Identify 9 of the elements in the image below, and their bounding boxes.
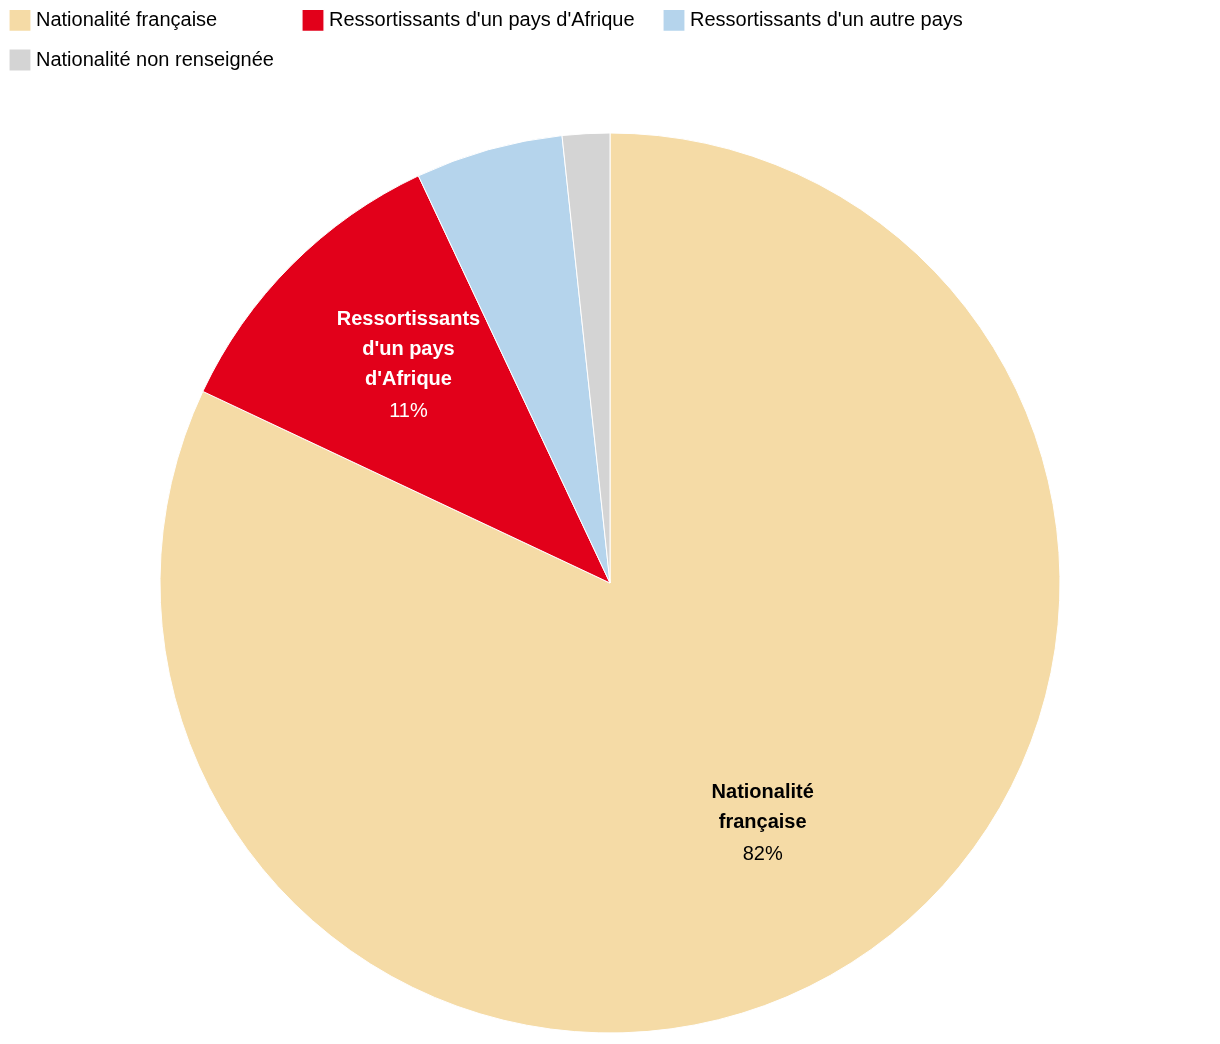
pie-slice bbox=[160, 132, 1061, 1033]
legend-label: Nationalité française bbox=[36, 8, 218, 31]
slice-label: Nationalité française bbox=[711, 779, 814, 832]
data-label: 82% bbox=[742, 841, 783, 864]
data-label: 11% bbox=[389, 399, 428, 422]
legend-label: Ressortissants d'un pays d'Afrique bbox=[329, 8, 635, 31]
slice-label: Ressortissants d'un pays d'Afrique bbox=[336, 307, 481, 390]
legend-label: Ressortissants d'un autre pays bbox=[690, 8, 963, 31]
legend-label: Nationalité non renseignée bbox=[36, 48, 274, 70]
